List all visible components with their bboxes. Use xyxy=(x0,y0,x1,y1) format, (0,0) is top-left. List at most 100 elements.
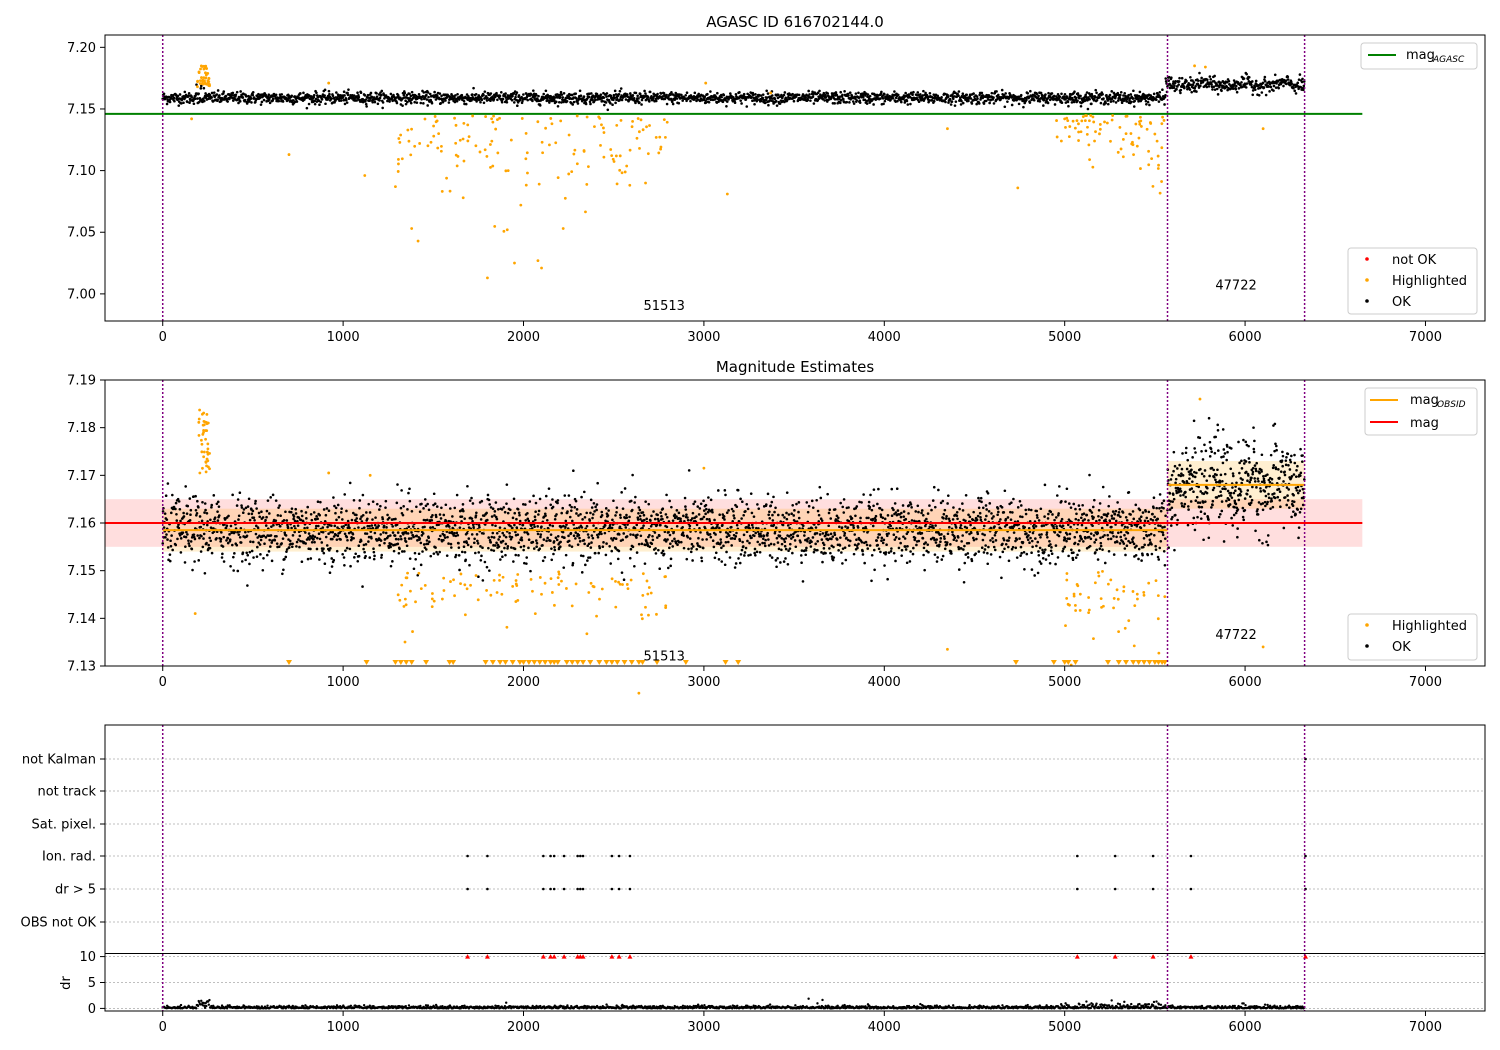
ok-point xyxy=(393,534,397,537)
ok-point xyxy=(279,514,282,518)
ok-point xyxy=(451,515,454,518)
ok-point xyxy=(261,516,265,519)
ok-point xyxy=(1175,87,1178,91)
ok-point xyxy=(827,524,830,528)
ok-point xyxy=(765,96,769,99)
ok-point xyxy=(912,90,915,94)
ok-point xyxy=(614,101,617,105)
ok-point xyxy=(1095,98,1099,102)
ok-point xyxy=(527,538,531,541)
ok-point xyxy=(1086,107,1090,111)
ok-point xyxy=(1095,91,1098,95)
ok-point xyxy=(166,482,170,485)
highlighted-point xyxy=(1059,139,1063,143)
ok-point xyxy=(342,90,346,93)
ok-point xyxy=(664,513,668,516)
ok-point xyxy=(225,539,228,542)
ok-point xyxy=(215,536,218,540)
ok-point xyxy=(244,530,247,534)
ok-point xyxy=(392,549,396,553)
ok-point xyxy=(924,91,927,95)
ok-point xyxy=(368,556,372,559)
ok-point xyxy=(675,515,678,518)
ok-point xyxy=(637,506,641,509)
ok-point xyxy=(774,99,778,103)
ok-point xyxy=(957,94,960,97)
ok-point xyxy=(511,94,514,98)
ok-point xyxy=(357,554,361,558)
ok-point xyxy=(815,531,819,535)
ok-point xyxy=(231,493,234,497)
ok-point xyxy=(245,551,248,555)
highlighted-point xyxy=(423,117,427,121)
ok-point xyxy=(176,94,180,98)
ok-point xyxy=(409,537,413,540)
ok-point xyxy=(659,523,662,527)
highlighted-point xyxy=(609,148,613,151)
ok-point xyxy=(405,544,409,548)
ok-point xyxy=(568,544,571,547)
highlighted-point xyxy=(550,122,554,126)
ok-point xyxy=(777,547,781,551)
ok-point xyxy=(535,93,538,97)
ok-point xyxy=(343,94,346,97)
ok-point xyxy=(396,483,399,486)
ok-point xyxy=(394,537,398,541)
highlighted-point xyxy=(1160,146,1164,150)
ok-point xyxy=(839,536,842,539)
ok-point xyxy=(683,496,687,500)
ok-point xyxy=(239,541,243,544)
ok-point xyxy=(709,535,713,539)
highlighted-point xyxy=(461,137,465,141)
ok-point xyxy=(847,506,850,509)
ok-point xyxy=(194,494,197,498)
ok-point xyxy=(504,535,508,539)
ok-point xyxy=(348,481,352,485)
ok-point xyxy=(722,93,726,97)
highlighted-point xyxy=(1087,143,1091,147)
ok-point xyxy=(758,550,762,554)
ok-point xyxy=(491,507,495,511)
ok-point xyxy=(220,556,224,559)
ok-point xyxy=(274,93,278,97)
ok-point xyxy=(644,543,647,547)
ok-point xyxy=(1251,93,1255,97)
ok-point xyxy=(433,502,437,505)
ok-point xyxy=(671,539,674,543)
ok-point xyxy=(250,549,254,553)
ok-point xyxy=(581,554,585,558)
ok-point xyxy=(704,101,708,104)
ok-point xyxy=(307,532,311,535)
ok-point xyxy=(665,525,669,529)
ok-point xyxy=(242,508,246,511)
ok-point xyxy=(954,100,958,103)
ok-point xyxy=(203,571,207,575)
highlighted-point xyxy=(190,117,193,121)
ok-point xyxy=(940,95,943,99)
ok-point xyxy=(549,533,553,536)
ok-point xyxy=(375,502,379,506)
ok-point xyxy=(882,102,885,106)
ok-point xyxy=(788,526,791,530)
ok-point xyxy=(483,560,487,564)
legend-label-highlighted: Highlighted xyxy=(1392,274,1467,289)
ok-point xyxy=(776,513,780,517)
ok-point xyxy=(564,525,567,529)
ok-point xyxy=(727,98,730,101)
ok-point xyxy=(839,90,843,94)
ok-point xyxy=(768,554,772,557)
ok-point xyxy=(560,93,564,96)
ok-point xyxy=(479,518,483,521)
ok-point xyxy=(950,100,954,103)
ok-point xyxy=(771,519,775,522)
ok-point xyxy=(707,496,710,499)
ok-point xyxy=(663,97,667,101)
ok-point xyxy=(260,100,264,104)
ok-point xyxy=(632,533,635,537)
ok-point xyxy=(1120,101,1124,105)
highlighted-point xyxy=(363,174,367,177)
ok-point xyxy=(551,524,555,528)
ok-point xyxy=(583,490,586,494)
ok-point xyxy=(893,90,896,93)
ok-point xyxy=(460,93,464,97)
